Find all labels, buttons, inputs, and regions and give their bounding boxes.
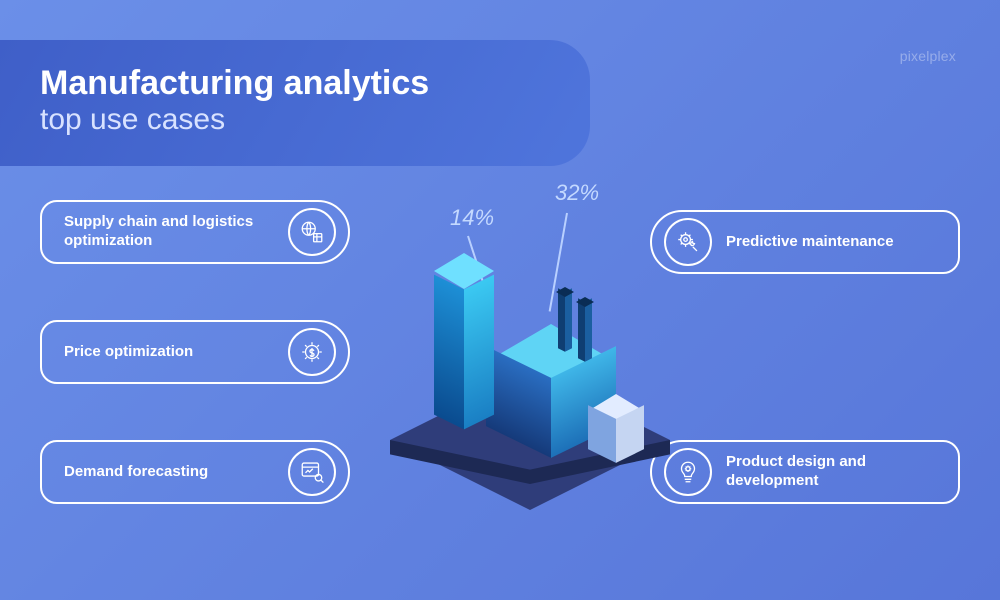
pill-product-design: Product design and development	[650, 440, 960, 504]
title-main: Manufacturing analytics	[40, 64, 550, 103]
pill-label: Price optimization	[64, 343, 193, 362]
callout-value: 14%	[450, 205, 494, 230]
callout-14: 14%	[450, 205, 494, 231]
factory-tower	[434, 262, 494, 427]
dollar-gear-icon	[288, 328, 336, 376]
pill-price-optimization: Price optimization	[40, 320, 350, 384]
pill-predictive-maintenance: Predictive maintenance	[650, 210, 960, 274]
pill-label: Predictive maintenance	[726, 233, 894, 252]
dashboard-search-icon	[288, 448, 336, 496]
globe-box-icon	[288, 208, 336, 256]
title-sub: top use cases	[40, 103, 550, 138]
factory-illustration	[390, 260, 680, 500]
pill-demand-forecasting: Demand forecasting	[40, 440, 350, 504]
pill-label: Product design and development	[726, 453, 936, 491]
factory-small-building	[588, 400, 644, 462]
pill-label: Demand forecasting	[64, 463, 208, 482]
pill-supply-chain: Supply chain and logistics optimization	[40, 200, 350, 264]
watermark: pixelplex	[900, 48, 956, 64]
pill-label: Supply chain and logistics optimization	[64, 213, 274, 251]
callout-value: 32%	[555, 180, 599, 205]
callout-32: 32%	[555, 180, 599, 206]
title-box: Manufacturing analytics top use cases	[0, 40, 590, 166]
gear-wrench-icon	[664, 218, 712, 266]
